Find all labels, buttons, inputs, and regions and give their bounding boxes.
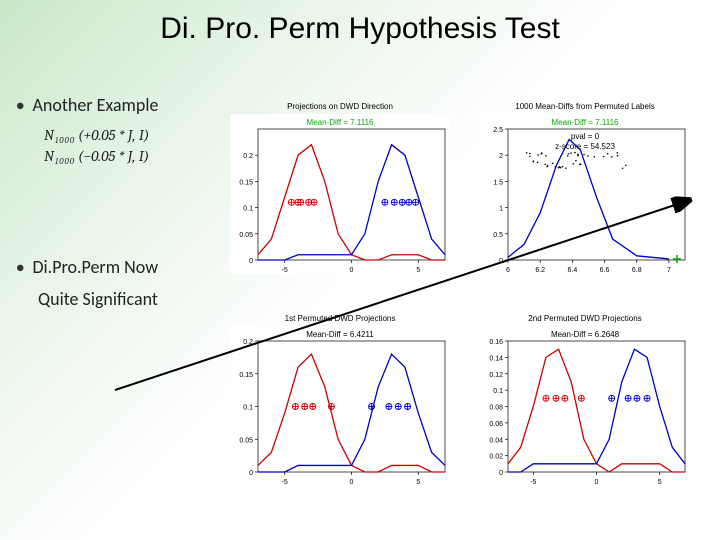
charts-area: -50500.050.10.150.2Projections on DWD Di… [220,54,720,534]
chart-c3: -50500.050.10.150.21st Permuted DWD Proj… [230,326,450,486]
svg-text:0.08: 0.08 [489,405,503,412]
svg-text:0.1: 0.1 [243,405,253,412]
chart-extra-text: z-score = 54.523 [480,142,690,151]
svg-text:0: 0 [249,258,253,265]
math-line-1: N₁₀₀₀ (+0.05 * J, I) [44,126,220,145]
bullet-icon: ● [16,256,24,280]
svg-text:0.05: 0.05 [239,437,253,444]
svg-text:0.15: 0.15 [239,372,253,379]
page-title: Di. Pro. Perm Hypothesis Test [0,0,720,54]
bullet-2: ● Di.Pro.Perm Now [16,256,220,280]
chart-subtitle: Mean-Diff = 6.4211 [230,330,450,339]
svg-text:0.05: 0.05 [239,232,253,239]
chart-title: Projections on DWD Direction [230,102,450,111]
svg-text:5: 5 [416,479,420,486]
svg-text:0.14: 0.14 [489,355,503,362]
chart-c4: -50500.020.040.060.080.10.120.140.162nd … [480,326,690,486]
bullet-1: ● Another Example [16,94,220,118]
svg-text:0.12: 0.12 [489,372,503,379]
svg-text:2: 2 [499,153,503,160]
bullet-1-text: Another Example [32,94,158,116]
svg-text:6.8: 6.8 [632,267,642,274]
chart-title: 2nd Permuted DWD Projections [480,314,690,323]
chart-subtitle: Mean-Diff = 7.1116 [480,118,690,127]
svg-text:0.15: 0.15 [239,179,253,186]
chart-extra-text: pval = 0 [480,132,690,141]
svg-text:6.6: 6.6 [600,267,610,274]
svg-text:0: 0 [350,267,354,274]
bullet-icon: ● [16,94,24,118]
svg-text:0.16: 0.16 [489,339,503,346]
svg-text:0: 0 [350,479,354,486]
svg-text:0.1: 0.1 [493,388,503,395]
bullet-2b-text: Quite Significant [38,288,158,310]
svg-text:0: 0 [499,470,503,477]
svg-text:0.1: 0.1 [243,206,253,213]
chart-subtitle: Mean-Diff = 7.1116 [230,118,450,127]
significance-block: ● Di.Pro.Perm Now Quite Significant [16,256,220,310]
math-line-2: N₁₀₀₀ (−0.05 * J, I) [44,147,220,166]
chart-subtitle: Mean-Diff = 6.2648 [480,330,690,339]
svg-text:7: 7 [667,267,671,274]
svg-text:0.06: 0.06 [489,421,503,428]
svg-text:-5: -5 [282,479,288,486]
bullet-2a-text: Di.Pro.Perm Now [32,256,158,278]
svg-text:-5: -5 [282,267,288,274]
svg-text:0.5: 0.5 [493,232,503,239]
bullet-2b: Quite Significant [16,288,220,310]
svg-text:0: 0 [595,479,599,486]
content-area: ● Another Example N₁₀₀₀ (+0.05 * J, I) N… [0,54,720,534]
svg-text:5: 5 [658,479,662,486]
chart-title: 1st Permuted DWD Projections [230,314,450,323]
svg-text:1: 1 [499,206,503,213]
svg-text:0: 0 [499,258,503,265]
svg-text:0.02: 0.02 [489,454,503,461]
left-column: ● Another Example N₁₀₀₀ (+0.05 * J, I) N… [0,54,220,534]
svg-text:-5: -5 [530,479,536,486]
svg-text:6: 6 [506,267,510,274]
chart-c1: -50500.050.10.150.2Projections on DWD Di… [230,114,450,274]
svg-text:0: 0 [249,470,253,477]
svg-text:6.4: 6.4 [567,267,577,274]
svg-text:6.2: 6.2 [535,267,545,274]
svg-text:0.2: 0.2 [243,339,253,346]
svg-text:1.5: 1.5 [493,179,503,186]
chart-title: 1000 Mean-Diffs from Permuted Labels [480,102,690,111]
svg-text:5: 5 [416,267,420,274]
chart-c2: 66.26.46.66.8700.511.522.51000 Mean-Diff… [480,114,690,274]
svg-text:0.2: 0.2 [243,153,253,160]
svg-text:0.04: 0.04 [489,437,503,444]
